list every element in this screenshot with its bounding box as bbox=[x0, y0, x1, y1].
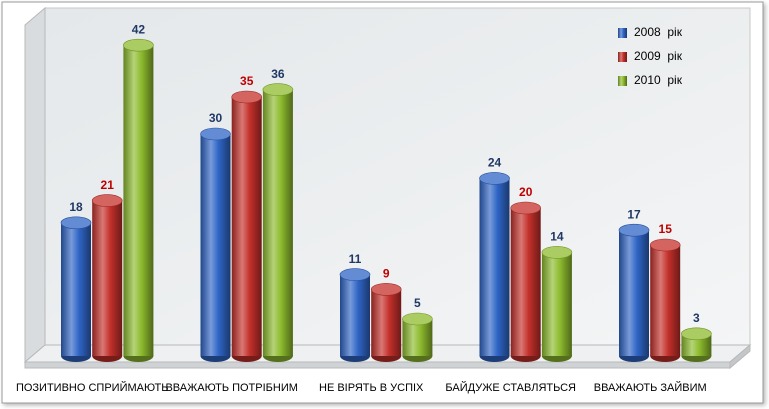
cylinder-top bbox=[541, 246, 573, 259]
legend-swatch bbox=[618, 28, 627, 38]
cylinder-top bbox=[649, 238, 681, 252]
cylinder-top bbox=[618, 223, 650, 237]
bar bbox=[541, 252, 572, 356]
cylinder-top bbox=[339, 268, 371, 281]
x-tick-label: ВВАЖАЮТЬ ЗАЙВИМ bbox=[594, 381, 707, 394]
bar bbox=[200, 134, 231, 356]
bar bbox=[371, 289, 402, 356]
value-label: 17 bbox=[627, 207, 641, 221]
bar bbox=[262, 89, 293, 356]
bar bbox=[681, 333, 712, 356]
cylinder-top bbox=[479, 172, 510, 185]
x-tick-label: НЕ ВІРЯТЬ В УСПІХ bbox=[319, 382, 424, 394]
bar bbox=[231, 97, 262, 356]
value-label: 35 bbox=[240, 74, 254, 88]
value-label: 3 bbox=[693, 311, 700, 325]
floor-edge bbox=[729, 343, 751, 370]
value-label: 9 bbox=[383, 267, 390, 281]
value-label: 42 bbox=[132, 22, 146, 36]
x-tick-label: БАЙДУЖЕ СТАВЛЯТЬСЯ bbox=[445, 381, 576, 394]
cylinder-top bbox=[510, 201, 542, 215]
bar bbox=[619, 230, 649, 356]
x-tick-label: ПОЗИТИВНО СПРИЙМАЮТЬ bbox=[16, 381, 168, 394]
legend-label: 2010 рік bbox=[634, 73, 683, 87]
floor-edge bbox=[24, 361, 731, 369]
value-label: 14 bbox=[550, 230, 564, 244]
value-label: 20 bbox=[519, 185, 533, 199]
legend-label: 2009 рік bbox=[634, 49, 683, 63]
side-wall bbox=[24, 6, 46, 364]
bar bbox=[92, 200, 123, 356]
legend-swatch bbox=[618, 76, 627, 86]
bar bbox=[510, 208, 541, 356]
bar bbox=[340, 274, 370, 356]
cylinder-top bbox=[681, 327, 712, 341]
value-label: 30 bbox=[209, 111, 223, 125]
cylinder-top bbox=[231, 90, 262, 104]
cylinder-top bbox=[123, 38, 154, 52]
cylinder-top bbox=[60, 216, 92, 230]
cylinder-top bbox=[91, 194, 123, 207]
x-tick-label: ВВАЖАЮТЬ ПОТРІБНИМ bbox=[165, 382, 297, 394]
bar bbox=[123, 45, 154, 356]
cylinder-top bbox=[402, 312, 433, 326]
bar bbox=[479, 178, 510, 356]
value-label: 24 bbox=[488, 156, 502, 170]
value-label: 21 bbox=[101, 178, 115, 192]
value-label: 11 bbox=[349, 252, 362, 266]
bar bbox=[61, 222, 91, 356]
legend-label: 2008 рік bbox=[634, 25, 683, 39]
value-label: 5 bbox=[414, 296, 421, 310]
cylinder-top bbox=[370, 283, 402, 296]
bar bbox=[650, 245, 681, 356]
value-label: 36 bbox=[271, 67, 285, 81]
cylinder-top bbox=[262, 83, 294, 96]
value-label: 15 bbox=[659, 222, 673, 236]
cylinder-top bbox=[200, 127, 231, 141]
legend-swatch bbox=[618, 52, 627, 62]
value-label: 18 bbox=[69, 200, 83, 214]
